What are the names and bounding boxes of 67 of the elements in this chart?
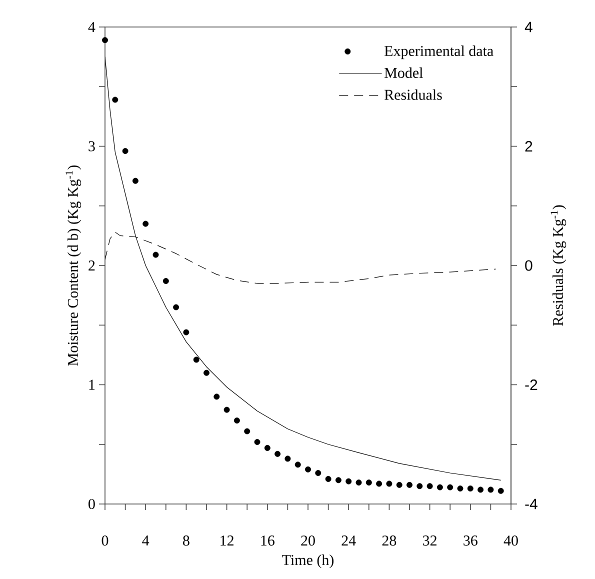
point (406, 482, 412, 488)
point (498, 488, 504, 494)
x-tick-label: 4 (142, 536, 150, 546)
point (467, 486, 474, 492)
point (162, 278, 169, 284)
point (376, 480, 382, 487)
point (457, 486, 464, 492)
point (152, 252, 159, 258)
point (173, 304, 180, 310)
y-axis-title: Moisture Content (d b) (Kg Kg$^{-1}$) (66, 166, 82, 366)
point (386, 480, 392, 487)
y-tick-label: 1 (89, 380, 95, 390)
y-tick-label: 2 (88, 260, 95, 270)
x-tick-label: 24 (342, 536, 356, 546)
y2-tick-label: -4 (525, 498, 538, 510)
y-tick-label: 4 (88, 22, 96, 32)
point (335, 477, 342, 484)
x-tick-label: 36 (464, 536, 478, 546)
point (315, 470, 322, 476)
point (488, 486, 494, 493)
point (132, 178, 138, 184)
point (426, 483, 433, 490)
point (264, 444, 270, 451)
point (254, 438, 260, 445)
y2-tick-label: -2 (525, 380, 538, 390)
point (325, 476, 332, 482)
point (234, 418, 240, 424)
x-tick-label: 8 (183, 536, 190, 546)
x-tick-label: 16 (261, 536, 274, 546)
legend-label: Experimental data (384, 46, 494, 60)
y2-axis-title: Residuals (Kg Kg$^{-1}$) (550, 205, 566, 326)
legend-label: Model (384, 67, 423, 78)
point (447, 484, 454, 490)
legend-label: Residuals (384, 89, 442, 100)
point (183, 329, 190, 336)
y2-tick-label: 4 (524, 22, 532, 32)
point (305, 466, 311, 472)
point (294, 462, 301, 468)
point (214, 394, 220, 400)
point (142, 220, 149, 227)
point (204, 370, 210, 376)
point (436, 484, 443, 490)
point (244, 428, 250, 434)
point (366, 480, 372, 486)
point (396, 482, 402, 488)
x-tick-label: 28 (382, 536, 396, 546)
x-tick-label: 20 (301, 536, 315, 546)
x-axis-title: Time (h) (282, 554, 334, 568)
point (274, 450, 281, 457)
point (416, 483, 423, 490)
point (102, 37, 108, 44)
y2-tick-label: 2 (525, 141, 532, 152)
x-tick-label: 0 (102, 536, 108, 546)
point (356, 480, 362, 486)
point (224, 406, 230, 413)
point (478, 486, 484, 493)
point (193, 356, 200, 363)
point (112, 96, 118, 103)
x-tick-label: 32 (423, 536, 436, 546)
y2-tick-label: 0 (525, 260, 532, 271)
x-tick-label: 12 (220, 536, 234, 546)
x-tick-label: 40 (504, 536, 518, 546)
y-tick-label: 3 (88, 141, 95, 152)
point (346, 478, 352, 484)
point (284, 456, 291, 462)
point (122, 148, 128, 154)
y-tick-label: 0 (88, 498, 95, 510)
